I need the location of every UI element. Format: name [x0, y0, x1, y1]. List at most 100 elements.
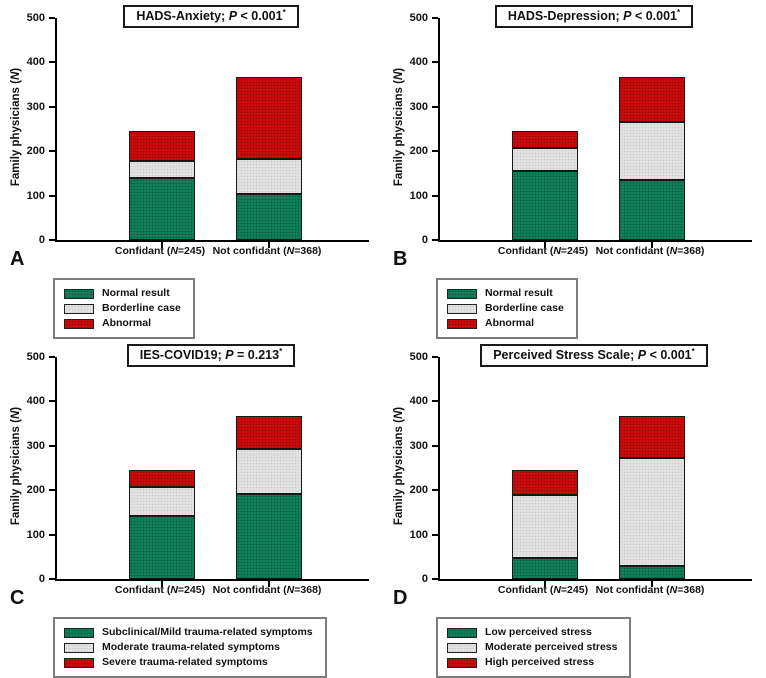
legend-label: Normal result: [485, 287, 553, 299]
legend-swatch-subclinical: [64, 627, 94, 638]
y-tick-mark: [49, 105, 55, 108]
y-tick-label: 500: [409, 12, 428, 24]
x-axis-labels: Confidant (N=245) Not confidant (N=368): [438, 584, 750, 600]
title-p-symbol: P: [228, 9, 238, 23]
y-tick-mark: [49, 578, 55, 580]
panel-letter-d: D: [393, 587, 408, 609]
y-tick-label: 500: [26, 12, 45, 24]
legend-row: Moderate trauma-related symptoms: [64, 640, 313, 655]
y-tick-mark: [49, 533, 55, 536]
bar-segment: [129, 160, 195, 178]
x-label-count: =368): [294, 245, 322, 257]
x-label-count: =245): [560, 584, 589, 596]
y-tick-label: 0: [38, 234, 45, 246]
x-label-count: =368): [294, 584, 322, 596]
legend-swatch-normal: [447, 288, 477, 299]
bar-segment: [512, 470, 578, 495]
y-tick-mark: [49, 239, 55, 241]
y-tick-mark: [49, 194, 55, 197]
y-tick-mark: [49, 356, 55, 358]
chart-title: Perceived Stress Scale; P < 0.001*: [480, 344, 708, 367]
chart-title: IES-COVID19; P = 0.213*: [126, 344, 296, 367]
bar-segment: [619, 415, 685, 459]
y-tick-label: 400: [26, 395, 45, 408]
title-p-symbol: P: [225, 348, 234, 362]
x-label-text: Confidant (: [497, 245, 554, 257]
title-text: HADS-Depression;: [507, 9, 624, 23]
legend-row: Normal result: [64, 286, 181, 301]
y-axis-label-text: Family physicians (: [393, 419, 405, 526]
x-label-count: =368): [677, 245, 705, 257]
legend-row: Borderline case: [64, 301, 181, 316]
legend-row: Low perceived stress: [447, 625, 617, 640]
x-label-n: N: [553, 584, 561, 596]
title-p-value: < 0.001: [237, 9, 283, 23]
title-asterisk: *: [279, 346, 283, 356]
x-tick-mark: [161, 242, 163, 248]
x-label-count: =368): [677, 584, 705, 596]
legend-label: Severe trauma-related symptoms: [102, 656, 268, 668]
bar-segment: [236, 193, 302, 240]
y-axis-label: Family physicians (N): [10, 355, 22, 577]
y-tick-label: 100: [409, 189, 428, 202]
panel-b: HADS-Depression; P < 0.001* Family physi…: [383, 0, 766, 339]
plot-area: 0 100 200 300 400 500: [27, 351, 369, 587]
x-tick-mark: [544, 242, 546, 248]
legend-row: Severe trauma-related symptoms: [64, 655, 313, 670]
y-tick-mark: [432, 356, 438, 358]
y-tick-label: 400: [409, 395, 428, 408]
x-label-text: Not confidant (: [595, 245, 670, 257]
y-tick-mark: [432, 533, 438, 536]
bar-segment: [236, 493, 302, 579]
legend-label: Moderate trauma-related symptoms: [102, 641, 280, 653]
title-p-value: < 0.001: [646, 348, 692, 362]
x-label-count: =245): [560, 245, 589, 257]
y-axis-label: Family physicians (N): [393, 16, 405, 238]
title-text: IES-COVID19;: [139, 348, 226, 362]
y-tick-label: 100: [26, 528, 45, 541]
chart-b: HADS-Depression; P < 0.001* Family physi…: [383, 0, 766, 258]
legend-swatch-abnormal: [64, 318, 94, 329]
y-tick-label: 200: [26, 484, 45, 497]
y-tick-mark: [432, 489, 438, 492]
panel-letter-c: C: [10, 587, 25, 609]
x-axis-labels: Confidant (N=245) Not confidant (N=368): [55, 245, 367, 261]
chart-title-wrap: HADS-Anxiety; P < 0.001*: [55, 5, 367, 28]
y-axis-label-text: Family physicians (: [10, 419, 22, 526]
plot-area: 0 100 200 300 400 500: [27, 12, 369, 248]
bar-segment: [236, 448, 302, 494]
chart-title-wrap: IES-COVID19; P = 0.213*: [55, 344, 367, 367]
y-tick-label: 200: [409, 484, 428, 497]
x-tick-label-confidant: Confidant (N=245): [498, 584, 588, 596]
x-tick-label-confidant: Confidant (N=245): [115, 584, 205, 596]
bar-segment: [512, 171, 578, 240]
bar-segment: [129, 486, 195, 516]
bar-segment: [129, 131, 195, 161]
legend-label: Abnormal: [102, 317, 152, 329]
y-tick-mark: [432, 17, 438, 19]
y-tick-mark: [49, 17, 55, 19]
bar-segment: [619, 76, 685, 123]
y-tick-label: 400: [409, 56, 428, 69]
y-axis-label-n: N: [10, 410, 22, 420]
legend-row: Subclinical/Mild trauma-related symptoms: [64, 625, 313, 640]
y-axis-label-n: N: [10, 71, 22, 81]
legend-label: Borderline case: [485, 302, 564, 314]
y-tick-mark: [49, 61, 55, 64]
x-label-text: Confidant (: [497, 584, 554, 596]
legend-swatch-moderate: [64, 642, 94, 653]
bar-segment: [236, 159, 302, 194]
y-tick-mark: [432, 150, 438, 153]
x-tick-label-not-confidant: Not confidant (N=368): [596, 245, 705, 257]
y-tick-label: 500: [26, 351, 45, 363]
legend-row: Abnormal: [64, 316, 181, 331]
bar-segment: [512, 131, 578, 148]
legend-label: Normal result: [102, 287, 170, 299]
y-tick-mark: [49, 444, 55, 447]
legend-label: Low perceived stress: [485, 626, 592, 638]
bar-segment: [619, 458, 685, 567]
x-label-count: =245): [177, 584, 206, 596]
title-p-symbol: P: [637, 348, 647, 362]
title-p-symbol: P: [623, 9, 632, 23]
chart-title: HADS-Anxiety; P < 0.001*: [123, 5, 299, 28]
